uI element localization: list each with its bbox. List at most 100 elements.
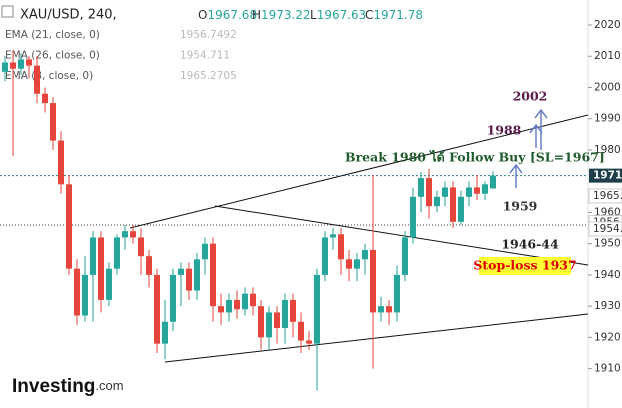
candle-body — [402, 237, 408, 275]
indicator-value: 1965.2705 — [180, 70, 237, 82]
candle-body — [410, 196, 416, 238]
y-tick-label: 1990 — [594, 113, 621, 125]
candle-body — [210, 243, 216, 307]
candle-body — [226, 299, 232, 313]
ohlc-field: C1971.78 — [365, 8, 423, 22]
y-tick-label: 1950 — [594, 238, 621, 250]
candle-body — [274, 312, 280, 329]
candle-body — [338, 234, 344, 260]
candle-body — [258, 306, 264, 338]
indicator-name: EMA (8, close, 0) — [5, 70, 93, 82]
candle-body — [170, 274, 176, 322]
indicator-name: EMA (21, close, 0) — [5, 29, 100, 41]
logo-main: Investing — [12, 376, 95, 397]
candle-body — [74, 268, 80, 316]
candle-body — [90, 237, 96, 275]
candle-body — [482, 184, 488, 194]
arrow — [534, 108, 548, 150]
annotation: 2002 — [513, 89, 548, 104]
candle-body — [434, 196, 440, 207]
candle-body — [474, 187, 480, 194]
candle-body — [378, 306, 384, 313]
y-tick-label: 1980 — [594, 144, 621, 156]
candle-body — [106, 268, 112, 300]
price-tag-box — [588, 188, 622, 204]
trend-line — [164, 313, 589, 363]
symbol: XAU/USD, 240, — [20, 8, 117, 23]
y-tick-label: 1910 — [594, 363, 621, 375]
candle-body — [250, 293, 256, 307]
menu-icon[interactable] — [1, 5, 14, 18]
candle-body — [394, 274, 400, 313]
y-tick-label: 1930 — [594, 300, 621, 312]
trend-line — [129, 114, 589, 229]
candle-body — [178, 268, 184, 275]
candle-body — [66, 184, 72, 269]
logo: Investing.com — [12, 376, 124, 397]
candle-body — [322, 237, 328, 275]
y-tick-label: 2010 — [594, 50, 621, 62]
ohlc-label: O — [198, 8, 207, 22]
indicator-value: 1956.7492 — [180, 29, 237, 41]
candle-body — [426, 178, 432, 207]
candle-body — [442, 187, 448, 197]
trend-line — [214, 205, 589, 266]
candle-body — [154, 274, 160, 344]
candle-body — [290, 299, 296, 322]
y-tick-label: 1920 — [594, 331, 621, 343]
candle-body — [218, 306, 224, 313]
annotation: 1988 — [487, 123, 522, 138]
candle-body — [450, 187, 456, 222]
candle-body — [58, 140, 64, 185]
candle-body — [386, 306, 392, 313]
price-tag-box — [589, 168, 622, 183]
candle-body — [298, 321, 304, 341]
candle-body — [314, 274, 320, 344]
candle-body — [122, 231, 128, 238]
arrow — [529, 123, 543, 148]
price-tag-label: 1965. — [593, 190, 622, 202]
candle-body — [42, 93, 48, 104]
candle-body — [138, 237, 144, 257]
candle-body — [306, 340, 312, 344]
annotation: 1959 — [503, 199, 538, 214]
ohlc-value: 1967.63 — [317, 8, 367, 22]
arrow — [509, 163, 523, 188]
candle-body — [2, 62, 8, 72]
indicator-value: 1954.711 — [180, 50, 230, 62]
ohlc-label: H — [252, 8, 261, 22]
ohlc-field: L1967.63 — [310, 8, 366, 22]
candle-body — [18, 59, 24, 69]
ohlc-value: 1967.68 — [207, 8, 257, 22]
candle-body — [202, 243, 208, 260]
candle-body — [346, 259, 352, 269]
candle-body — [458, 196, 464, 222]
ohlc-label: C — [365, 8, 373, 22]
candle-body — [490, 175, 496, 189]
candle-body — [418, 178, 424, 197]
candle-body — [146, 256, 152, 275]
candle-body — [162, 321, 168, 344]
y-tick-label: 1940 — [594, 269, 621, 281]
candle-body — [466, 187, 472, 197]
candle-body — [194, 259, 200, 291]
annotation: Break 1980 ได้ Follow Buy [SL=1967] — [345, 150, 605, 165]
y-tick-label: 2020 — [594, 19, 621, 31]
annotation: Stop-loss 1937 — [473, 258, 576, 273]
ohlc-field: O1967.68 — [198, 8, 257, 22]
annotation-box — [479, 257, 571, 275]
candle-body — [354, 259, 360, 269]
candle-body — [370, 249, 376, 313]
ohlc-value: 1971.78 — [373, 8, 423, 22]
ohlc-label: L — [310, 8, 317, 22]
y-tick-label: 2000 — [594, 81, 621, 93]
candle-body — [266, 312, 272, 338]
candle-body — [34, 65, 40, 94]
ohlc-value: 1973.22 — [261, 8, 311, 22]
price-tag-label: 1954. — [593, 223, 622, 235]
logo-suffix: .com — [95, 378, 123, 393]
candle-body — [186, 268, 192, 291]
candle-body — [330, 234, 336, 238]
